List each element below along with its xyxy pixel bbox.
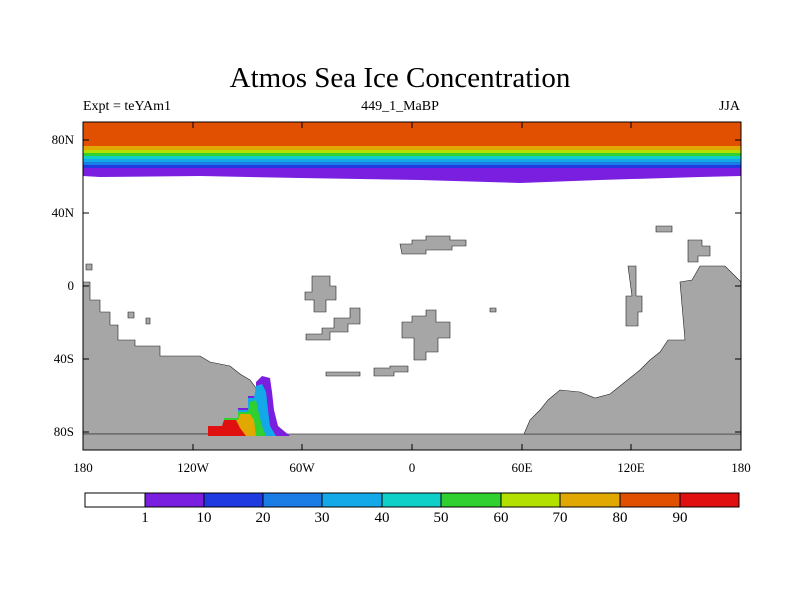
lat-label-80n: 80N (51, 132, 74, 147)
island-large (401, 309, 451, 361)
colorbar-label-40: 40 (374, 510, 390, 526)
island-chain (305, 307, 361, 341)
lon-label-60e: 60E (511, 460, 533, 475)
colorbar-label-50: 50 (433, 510, 449, 526)
lon-label-0: 0 (408, 460, 416, 475)
lon-label-180e: 180 (731, 460, 751, 475)
experiment-label: Expt = teYAm1 (83, 99, 171, 114)
run-id-label: 449_1_MaBP (361, 99, 439, 114)
island-east-3 (687, 239, 711, 263)
southern-sea-ice (208, 376, 290, 436)
colorbar-label-70: 70 (552, 510, 568, 526)
lat-label-80s: 80S (53, 424, 74, 439)
island-west-2 (127, 311, 135, 319)
lat-label-40s: 40S (53, 351, 74, 366)
axis-ticks (83, 122, 741, 450)
island-small-2 (373, 365, 409, 377)
lat-label-40n: 40N (51, 205, 74, 220)
colorbar-label-10: 10 (196, 510, 212, 526)
lat-label-0: 0 (67, 278, 75, 293)
island-west-1 (85, 263, 93, 271)
colorbar-label-1: 1 (141, 510, 149, 526)
island-mid (489, 307, 497, 313)
lon-label-60w: 60W (289, 460, 315, 475)
island-central-west (304, 275, 337, 313)
lon-label-180w: 180 (73, 460, 93, 475)
island-east-1 (625, 265, 643, 327)
map-title: Atmos Sea Ice Concentration (229, 62, 571, 94)
island-small-1 (325, 371, 361, 377)
colorbar (84, 492, 740, 508)
colorbar-label-80: 80 (612, 510, 628, 526)
lon-label-120e: 120E (617, 460, 645, 475)
east-continent (523, 265, 742, 435)
colorbar-label-90: 90 (672, 510, 688, 526)
island-west-3 (145, 317, 151, 325)
island-north (399, 235, 467, 255)
lon-label-120w: 120W (177, 460, 209, 475)
arctic-sea-ice (83, 122, 741, 183)
land-masses (82, 225, 742, 451)
colorbar-label-30: 30 (314, 510, 330, 526)
colorbar-label-20: 20 (255, 510, 271, 526)
colorbar-label-60: 60 (493, 510, 509, 526)
season-label: JJA (718, 99, 740, 114)
island-east-2 (655, 225, 673, 233)
